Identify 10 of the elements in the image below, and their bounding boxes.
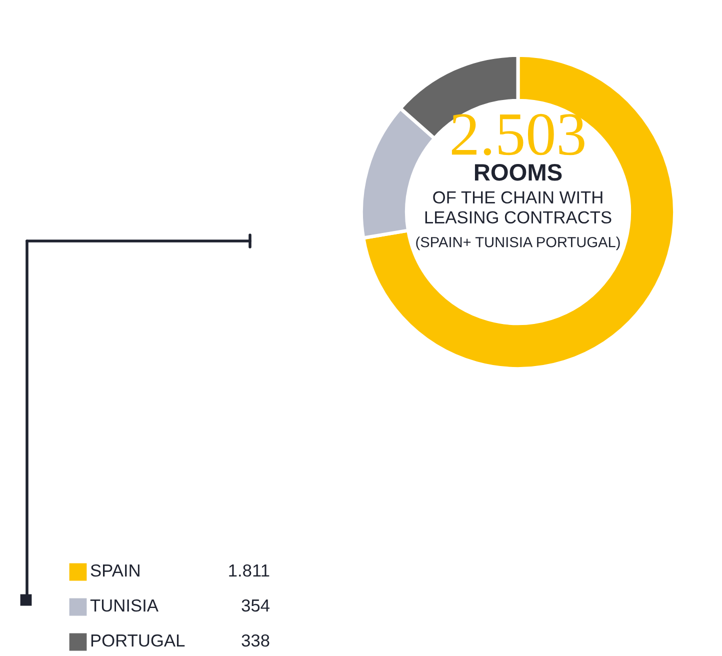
legend-label: TUNISIA xyxy=(90,599,158,612)
data-label: 1.811 xyxy=(229,564,270,577)
text: ROOMS xyxy=(474,164,562,181)
text: 2.503 xyxy=(452,114,584,156)
data-label: 338 xyxy=(242,634,270,647)
legend-label: SPAIN xyxy=(90,564,140,577)
text: (SPAIN+ TUNISIA PORTUGAL) xyxy=(416,236,620,250)
legend-label: PORTUGAL xyxy=(91,634,185,647)
text: OF THE CHAIN WITH LEASING CONTRACTS xyxy=(425,191,612,224)
data-label: 354 xyxy=(242,599,270,612)
